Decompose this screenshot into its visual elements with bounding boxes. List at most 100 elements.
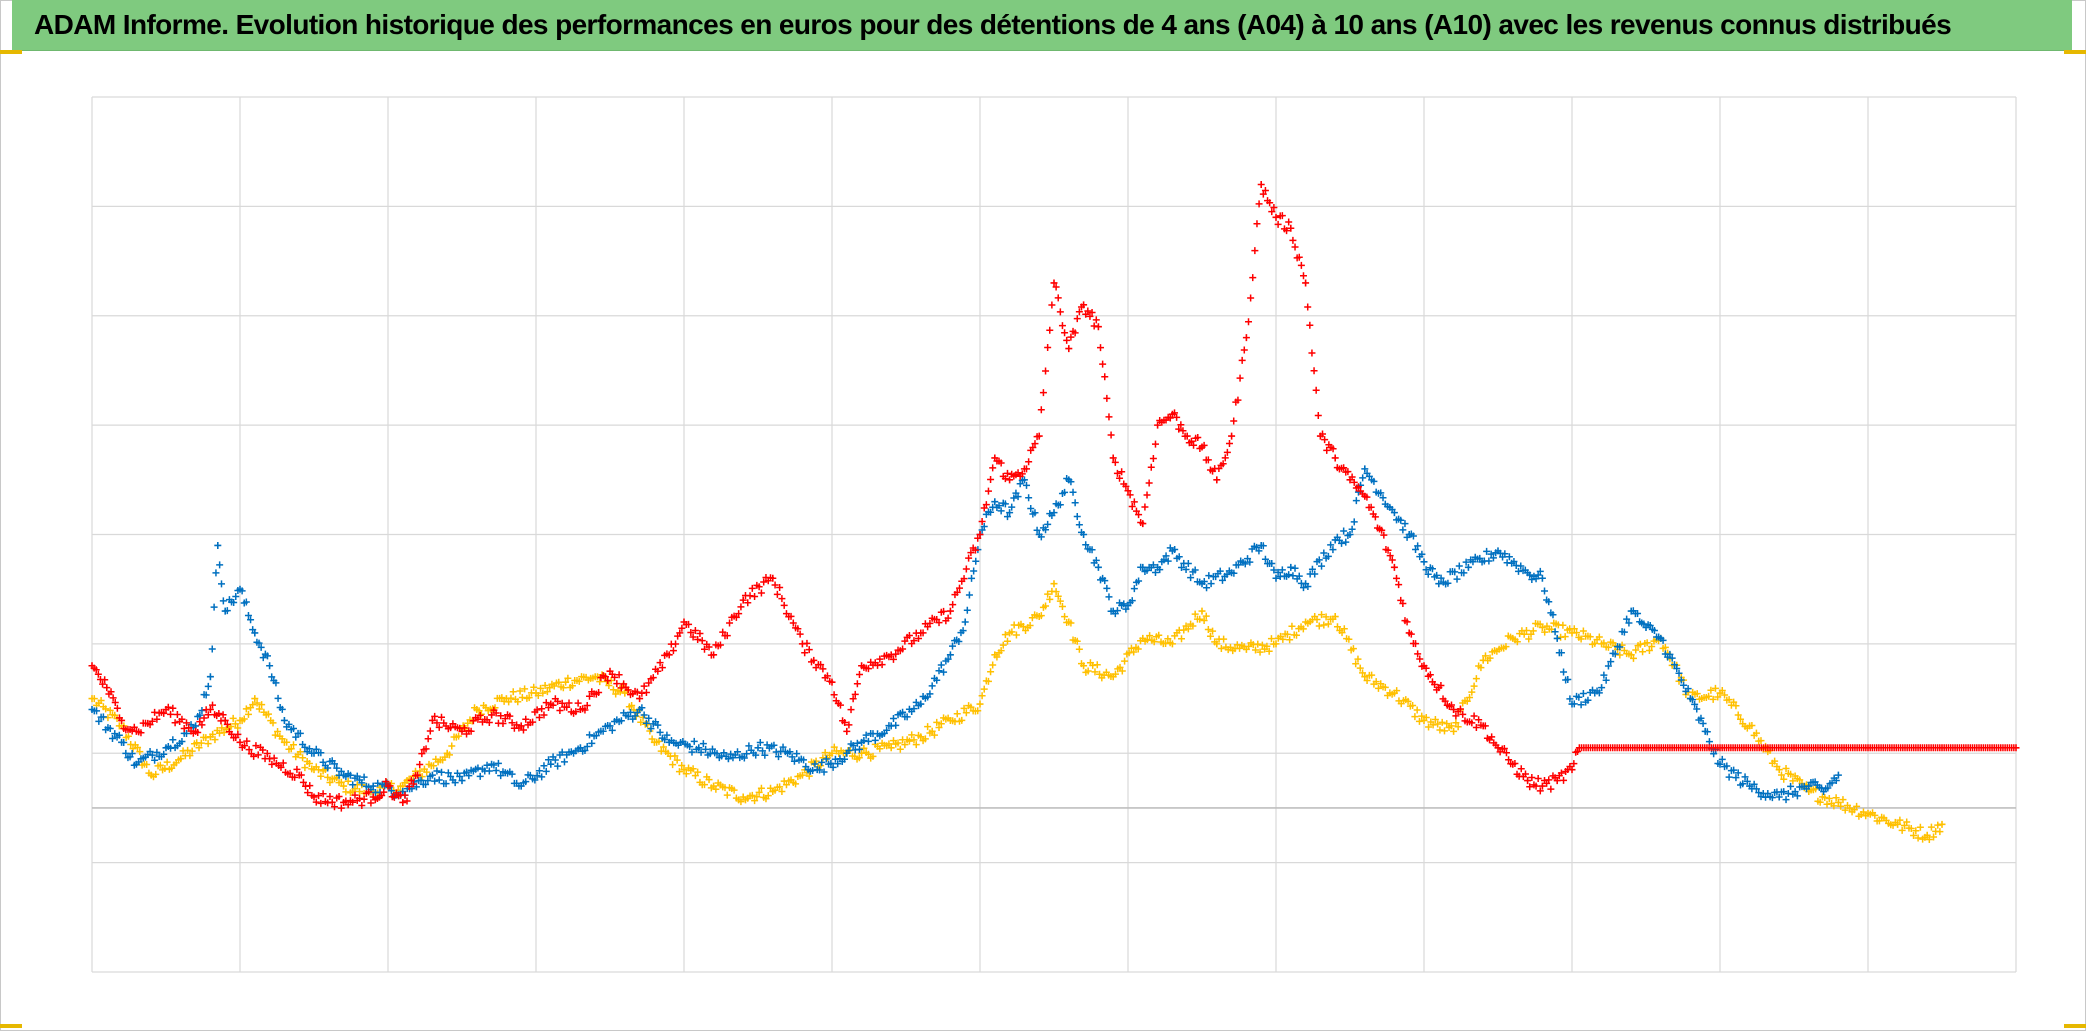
data-point: [189, 729, 197, 737]
data-point: [1616, 651, 1624, 659]
data-point: [108, 734, 116, 742]
data-point: [249, 626, 257, 634]
data-point: [223, 720, 231, 728]
data-point: [1616, 643, 1624, 651]
data-point: [216, 561, 224, 569]
data-point: [1444, 579, 1452, 587]
data-point: [1502, 643, 1510, 651]
data-point: [200, 714, 208, 722]
data-point: [1184, 560, 1192, 568]
data-point: [1511, 759, 1519, 767]
data-point: [967, 703, 975, 711]
data-point: [240, 715, 248, 723]
data-point: [1680, 681, 1688, 689]
data-point: [188, 747, 196, 755]
data-point: [563, 703, 571, 711]
data-point: [965, 591, 973, 599]
data-point: [261, 755, 269, 763]
data-point: [1308, 565, 1316, 573]
data-point: [978, 526, 986, 534]
data-point: [1019, 623, 1027, 631]
data-point: [892, 721, 900, 729]
data-point: [292, 733, 300, 741]
data-point: [628, 702, 636, 710]
data-point: [764, 792, 772, 800]
data-point: [757, 784, 765, 792]
data-point: [1135, 511, 1143, 519]
data-point: [1042, 526, 1050, 534]
data-point: [723, 791, 731, 799]
data-point: [1061, 613, 1069, 621]
data-point: [851, 690, 859, 698]
data-point: [242, 598, 250, 606]
data-point: [1709, 695, 1717, 703]
data-point: [494, 759, 502, 767]
data-point: [1162, 552, 1170, 560]
data-point: [1242, 334, 1250, 342]
data-point: [997, 507, 1005, 515]
data-point: [1127, 644, 1135, 652]
data-point: [654, 721, 662, 729]
data-point: [755, 583, 763, 591]
data-point: [599, 727, 607, 735]
data-point: [1111, 670, 1119, 678]
data-point: [997, 647, 1005, 655]
data-point: [278, 705, 286, 713]
data-point: [1270, 204, 1278, 212]
data-point: [317, 772, 325, 780]
data-point: [1200, 616, 1208, 624]
data-point: [223, 607, 231, 615]
data-point: [407, 776, 415, 784]
data-point: [405, 783, 413, 791]
data-point: [1433, 571, 1441, 579]
data-point: [562, 678, 570, 686]
data-point: [1730, 766, 1738, 774]
data-point: [586, 692, 594, 700]
data-point: [1094, 563, 1102, 571]
data-point: [485, 767, 493, 775]
data-point: [1054, 592, 1062, 600]
data-point: [648, 735, 656, 743]
data-point: [1477, 664, 1485, 672]
data-point: [1259, 190, 1267, 198]
data-point: [1116, 663, 1124, 671]
data-point: [1261, 555, 1269, 563]
data-point: [1291, 243, 1299, 251]
data-point: [1393, 574, 1401, 582]
data-point: [1120, 600, 1128, 608]
data-point: [545, 704, 553, 712]
data-point: [204, 740, 212, 748]
data-point: [1363, 493, 1371, 501]
data-point: [1160, 556, 1168, 564]
data-point: [1450, 706, 1458, 713]
data-point: [1256, 648, 1264, 656]
data-point: [1773, 763, 1781, 771]
data-point: [1721, 691, 1729, 699]
data-point: [974, 707, 982, 715]
data-point: [1340, 527, 1348, 535]
data-point: [1001, 631, 1009, 639]
data-point: [803, 639, 811, 647]
data-point: [613, 680, 621, 688]
series-1: [88, 580, 1946, 844]
data-point: [1252, 646, 1260, 654]
data-point: [1246, 558, 1254, 566]
data-point: [501, 715, 509, 723]
data-point: [358, 802, 366, 810]
data-point: [169, 704, 177, 712]
data-point: [257, 643, 265, 651]
data-point: [507, 694, 515, 702]
data-point: [1315, 556, 1323, 564]
data-point: [1673, 664, 1681, 672]
data-point: [1732, 774, 1740, 782]
data-point: [387, 787, 395, 795]
data-point: [1930, 833, 1938, 841]
data-point: [1285, 571, 1293, 579]
data-point: [595, 688, 603, 696]
data-point: [558, 699, 566, 707]
data-point: [360, 773, 368, 781]
data-point: [956, 584, 964, 592]
data-point: [1455, 562, 1463, 570]
data-point: [178, 715, 186, 723]
data-point: [308, 749, 316, 757]
